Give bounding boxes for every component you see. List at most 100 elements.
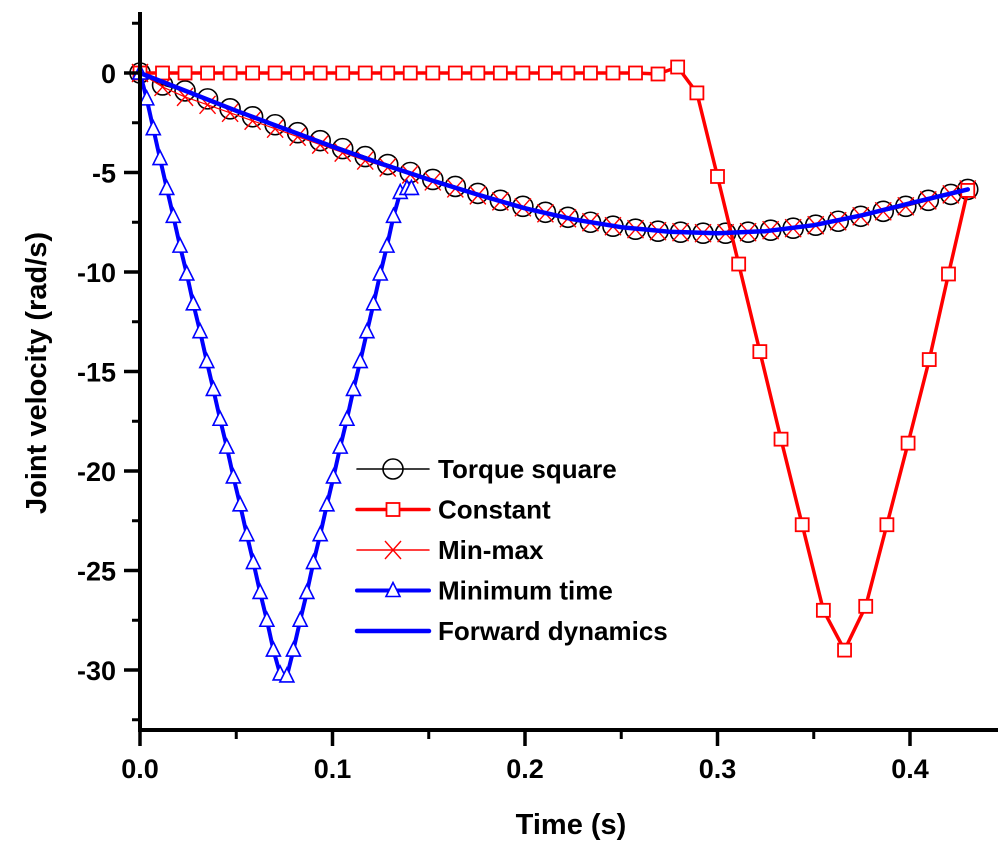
x-tick-label: 0.3 xyxy=(699,754,737,784)
data-point-constant xyxy=(492,65,508,81)
data-point-minimum-time xyxy=(318,495,336,512)
legend-item-minimum-time: Minimum time xyxy=(355,576,613,606)
y-tick-label: -10 xyxy=(77,258,116,288)
data-point-constant xyxy=(425,65,441,81)
data-point-minimum-time xyxy=(403,178,420,196)
series-forward-dynamics xyxy=(137,70,971,236)
data-point-constant xyxy=(794,517,810,533)
data-point-constant xyxy=(290,65,306,81)
data-point-constant xyxy=(731,256,747,272)
legend-marker xyxy=(385,502,401,517)
data-point-minimum-time xyxy=(171,236,189,253)
data-point-constant xyxy=(605,65,621,81)
data-point-torque-square xyxy=(196,88,219,110)
data-point-constant xyxy=(650,66,666,82)
legend-label: Min-max xyxy=(438,535,544,565)
data-point-constant xyxy=(335,65,351,81)
legend-item-torque-square: Torque square xyxy=(356,454,617,484)
data-point-constant xyxy=(921,352,937,367)
data-point-constant xyxy=(155,65,170,81)
data-point-constant xyxy=(177,65,193,81)
data-point-minimum-time xyxy=(338,409,356,427)
series-line-torque-square xyxy=(139,72,969,234)
data-point-minimum-time xyxy=(205,379,222,397)
data-point-minimum-time xyxy=(178,264,196,281)
data-point-constant xyxy=(470,65,486,81)
y-tick-label: -25 xyxy=(77,557,116,587)
data-point-minimum-time xyxy=(165,206,182,224)
data-point-minimum-time xyxy=(191,321,209,339)
data-point-minimum-time xyxy=(158,178,176,196)
data-point-minimum-time xyxy=(231,495,249,512)
data-point-constant xyxy=(670,59,686,75)
data-point-minimum-time xyxy=(198,351,216,369)
legend-label: Minimum time xyxy=(438,576,613,606)
data-point-torque-square xyxy=(956,178,979,201)
data-point-minimum-time xyxy=(325,467,342,484)
ticks-layer: 0.0 0.1 0.2 0.3 0.4 0 -5 -10 -15 -20 -25 -30 xyxy=(77,21,929,784)
series-line-min-max xyxy=(139,72,969,234)
data-point-minimum-time xyxy=(185,294,202,311)
data-point-minimum-time xyxy=(218,437,236,454)
data-point-constant xyxy=(515,65,531,81)
y-tick-label: 0 xyxy=(101,59,116,89)
data-point-constant xyxy=(773,431,789,447)
data-point-minimum-time xyxy=(345,379,362,397)
series-line-minimum-time xyxy=(138,71,414,678)
data-point-constant xyxy=(815,602,831,618)
data-point-constant xyxy=(200,65,215,81)
x-tick-label: 0.2 xyxy=(506,754,544,784)
y-tick-label: -30 xyxy=(77,656,116,686)
x-tick-label: 0.4 xyxy=(891,754,929,784)
data-point-minimum-time xyxy=(285,640,302,657)
legend: Torque square Constant Min-max Minimum time… xyxy=(354,454,668,646)
legend-marker xyxy=(382,458,404,480)
data-point-minimum-time xyxy=(265,640,282,657)
legend-marker xyxy=(384,580,402,598)
x-axis-title: Time (s) xyxy=(516,809,627,841)
data-point-constant xyxy=(560,65,576,81)
data-point-minimum-time xyxy=(151,148,169,166)
x-tick-label: 0.0 xyxy=(121,754,159,784)
legend-marker xyxy=(384,540,402,560)
data-point-minimum-time xyxy=(245,552,262,570)
series-line-constant xyxy=(138,65,970,652)
data-point-minimum-time xyxy=(291,610,309,628)
data-point-minimum-time xyxy=(258,610,276,628)
data-point-constant xyxy=(267,65,283,81)
y-tick-label: -15 xyxy=(77,358,116,388)
data-point-minimum-time xyxy=(225,467,242,484)
data-point-constant xyxy=(380,65,396,81)
series-line-forward-dynamics xyxy=(137,70,971,236)
data-point-constant xyxy=(538,65,553,81)
data-point-minimum-time xyxy=(378,236,396,253)
x-tick-label: 0.1 xyxy=(314,754,352,784)
data-point-minimum-time xyxy=(305,552,322,570)
data-point-constant xyxy=(245,65,261,81)
data-point-minimum-time xyxy=(211,409,229,427)
data-point-minimum-time xyxy=(238,524,256,542)
data-point-constant xyxy=(447,65,463,81)
series-layer xyxy=(129,59,979,683)
y-axis-title: Joint velocity (rad/s) xyxy=(21,232,53,514)
data-point-constant xyxy=(689,85,705,101)
data-point-minimum-time xyxy=(144,118,162,136)
series-constant xyxy=(132,59,976,658)
legend-item-constant: Constant xyxy=(355,495,551,525)
data-point-minimum-time xyxy=(385,206,402,224)
data-point-torque-square xyxy=(174,80,196,102)
y-tick-label: -5 xyxy=(92,159,116,189)
data-point-constant xyxy=(879,517,895,533)
data-point-minimum-time xyxy=(331,437,349,454)
data-point-constant xyxy=(357,65,373,81)
data-point-constant xyxy=(312,65,328,81)
data-point-minimum-time xyxy=(311,524,329,542)
data-point-constant xyxy=(583,65,598,81)
data-point-minimum-time xyxy=(365,294,382,311)
legend-label: Forward dynamics xyxy=(438,616,668,646)
y-tick-label: -20 xyxy=(77,457,116,487)
data-point-constant xyxy=(858,598,874,614)
data-point-minimum-time xyxy=(278,666,296,683)
legend-label: Torque square xyxy=(438,454,617,484)
